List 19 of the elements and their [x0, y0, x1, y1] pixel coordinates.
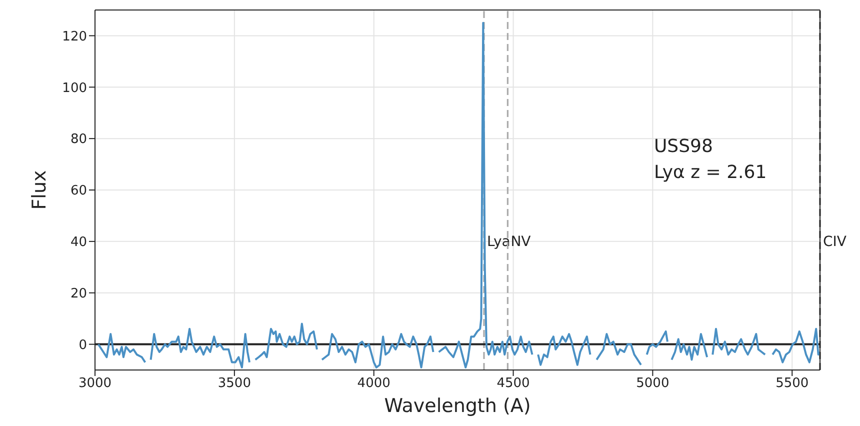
y-tick-label: 20	[70, 286, 87, 302]
x-tick-label: 3000	[78, 376, 112, 392]
x-tick-label: 4500	[496, 376, 530, 392]
y-tick-label: 100	[62, 80, 87, 96]
annotation: USS98	[654, 135, 714, 159]
x-tick-label: 5500	[776, 376, 809, 392]
y-tick-label: 80	[70, 132, 87, 148]
y-tick-label: 40	[70, 235, 87, 250]
y-tick-label: 60	[70, 184, 87, 199]
y-axis-title: Flux	[28, 170, 51, 210]
ref-line-label: NV	[510, 234, 532, 250]
x-tick-label: 3500	[218, 376, 251, 392]
x-tick-label: 5000	[636, 376, 670, 392]
ref-line-label: CIV	[823, 234, 847, 250]
y-tick-label: 0	[78, 338, 87, 353]
annotation: Lyα z = 2.61	[654, 161, 767, 185]
x-tick-label: 4000	[357, 376, 390, 392]
y-tick-label: 120	[62, 29, 87, 44]
x-axis-title: Wavelength (A)	[384, 395, 531, 417]
